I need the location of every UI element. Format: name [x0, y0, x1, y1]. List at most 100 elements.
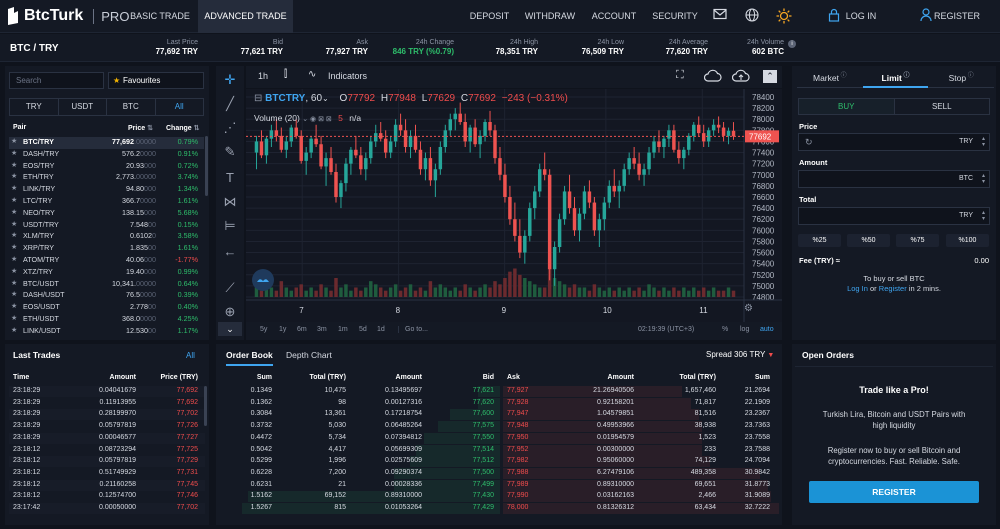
candle-body[interactable] — [662, 138, 666, 147]
stepper-icon[interactable]: ▴ ▾ — [981, 136, 985, 148]
candle-body[interactable] — [642, 169, 646, 175]
last-trades-all-link[interactable]: All — [186, 351, 195, 360]
market-row[interactable]: ★ LINK/TRY 94.80000 1.34% — [9, 184, 204, 196]
candle-body[interactable] — [523, 235, 527, 253]
bid-amount[interactable]: 0.00127316 — [385, 398, 422, 406]
candle-body[interactable] — [458, 113, 462, 122]
ask-price[interactable]: 77,952 — [507, 445, 529, 453]
bid-price[interactable]: 77,499 — [472, 480, 494, 488]
ask-sum[interactable]: 23.7363 — [744, 422, 770, 430]
ask-amount[interactable]: 0.92158201 — [597, 398, 634, 406]
tab-btc[interactable]: BTC — [106, 99, 155, 115]
candle-body[interactable] — [468, 127, 472, 142]
candle-body[interactable] — [592, 202, 597, 231]
bid-sum[interactable]: 0.6231 — [250, 480, 272, 488]
ask-total[interactable]: 74,129 — [694, 457, 716, 465]
col-pair[interactable]: Pair — [13, 124, 27, 131]
candle-body[interactable] — [706, 130, 711, 142]
star-icon[interactable]: ★ — [11, 197, 18, 204]
star-icon[interactable]: ★ — [11, 138, 18, 145]
candle-body[interactable] — [294, 127, 298, 136]
market-row[interactable]: ★ DASH/USDT 76.50000 0.39% — [9, 290, 204, 302]
indicators-button[interactable]: Indicators — [328, 71, 368, 81]
candle-body[interactable] — [547, 174, 552, 270]
crosshair-icon[interactable]: ✛ — [224, 72, 236, 87]
candle-body[interactable] — [652, 141, 656, 153]
star-icon[interactable]: ★ — [11, 173, 18, 181]
ask-total[interactable]: 1,657,460 — [684, 387, 716, 394]
candle-body[interactable] — [617, 185, 621, 192]
candle-body[interactable] — [354, 149, 358, 156]
zoom-in-icon[interactable]: ⊕ — [224, 304, 236, 319]
candle-body[interactable] — [711, 124, 716, 131]
bid-price[interactable]: 77,514 — [472, 445, 494, 453]
star-icon[interactable]: ★ — [11, 208, 18, 216]
candle-body[interactable] — [672, 130, 676, 150]
candle-body[interactable] — [398, 124, 403, 131]
bid-price[interactable]: 77,600 — [472, 410, 494, 418]
market-row[interactable]: ★ ETH/TRY 2,773.00000 3.74% — [9, 172, 204, 184]
candle-body[interactable] — [349, 149, 353, 164]
bid-total[interactable]: 1,996 — [328, 457, 346, 465]
ask-price[interactable]: 77,988 — [507, 468, 529, 476]
arrow-left-icon[interactable]: ← — [223, 244, 237, 259]
ask-total[interactable]: 71,817 — [694, 398, 716, 406]
market-row[interactable]: ★ DASH/TRY 576.20000 0.91% — [9, 149, 204, 161]
candle-body[interactable] — [557, 219, 562, 247]
info-icon[interactable]: ⓘ — [838, 73, 847, 79]
candle-body[interactable] — [518, 235, 522, 253]
candle-body[interactable] — [284, 141, 289, 150]
candle-body[interactable] — [537, 169, 542, 192]
ask-total[interactable]: 69,651 — [694, 480, 716, 488]
candle-body[interactable] — [627, 158, 631, 170]
candle-body[interactable] — [254, 141, 259, 153]
range-1d[interactable]: 1d — [377, 326, 385, 333]
cloud-upload-icon[interactable] — [731, 69, 750, 85]
candle-body[interactable] — [528, 208, 532, 236]
candle-body[interactable] — [403, 130, 408, 147]
candle-body[interactable] — [314, 138, 318, 145]
candle-body[interactable] — [309, 138, 313, 153]
tab-try[interactable]: TRY — [25, 102, 42, 111]
measure-icon[interactable]: ⊨ — [224, 218, 236, 233]
ask-total[interactable]: 2,466 — [698, 492, 716, 500]
bid-price[interactable]: 77,430 — [472, 492, 494, 500]
candle-body[interactable] — [383, 138, 388, 153]
price-input[interactable]: ↻ TRY ▴ ▾ — [798, 133, 990, 151]
market-row[interactable]: ★ LINK/USDT 12.53000 1.17% — [9, 326, 204, 338]
ask-total[interactable]: 81,516 — [694, 410, 716, 418]
candle-body[interactable] — [344, 163, 348, 184]
bid-price[interactable]: 77,500 — [472, 468, 494, 476]
bid-price[interactable]: 77,621 — [472, 387, 494, 394]
market-row[interactable]: ★ EOS/TRY 20.93000 0.72% — [9, 161, 204, 173]
bid-sum[interactable]: 0.1362 — [250, 398, 272, 406]
bid-total[interactable]: 21 — [338, 480, 346, 488]
market-row[interactable]: ★ BTC/USDT 10,341.00000 0.64% — [9, 279, 204, 291]
spread-selector[interactable]: Spread 306 TRY ▼ — [706, 350, 774, 359]
register-button[interactable]: REGISTER — [809, 481, 979, 503]
candle-body[interactable] — [304, 152, 308, 161]
candle-body[interactable] — [443, 130, 448, 147]
range-5y[interactable]: 5y — [260, 326, 268, 333]
candle-body[interactable] — [334, 172, 338, 197]
bid-total[interactable]: 5,030 — [328, 422, 346, 430]
bid-price[interactable]: 77,429 — [472, 504, 494, 511]
star-icon[interactable]: ★ — [11, 232, 18, 240]
candle-body[interactable] — [359, 155, 363, 170]
bid-amount[interactable]: 0.07394812 — [385, 433, 422, 441]
ask-sum[interactable]: 21.2694 — [744, 387, 770, 394]
bid-amount[interactable]: 0.00028336 — [385, 480, 422, 488]
candle-body[interactable] — [632, 158, 636, 164]
text-icon[interactable]: T — [226, 170, 234, 185]
ask-total[interactable]: 1,523 — [698, 433, 716, 441]
settings-icon[interactable]: ⌄ ◉ ⊠ ⊠ — [302, 116, 332, 123]
candle-body[interactable] — [408, 135, 413, 147]
pct-50-button[interactable]: %50 — [847, 234, 890, 247]
candle-body[interactable] — [552, 247, 557, 270]
ask-amount[interactable]: 0.01954579 — [597, 433, 634, 441]
ask-sum[interactable]: 32.7222 — [744, 504, 770, 511]
bid-sum[interactable]: 0.5299 — [250, 457, 272, 465]
sell-tab[interactable]: SELL — [893, 99, 990, 114]
percent-toggle[interactable]: % — [722, 326, 729, 333]
register-link[interactable]: REGISTER — [933, 11, 980, 21]
